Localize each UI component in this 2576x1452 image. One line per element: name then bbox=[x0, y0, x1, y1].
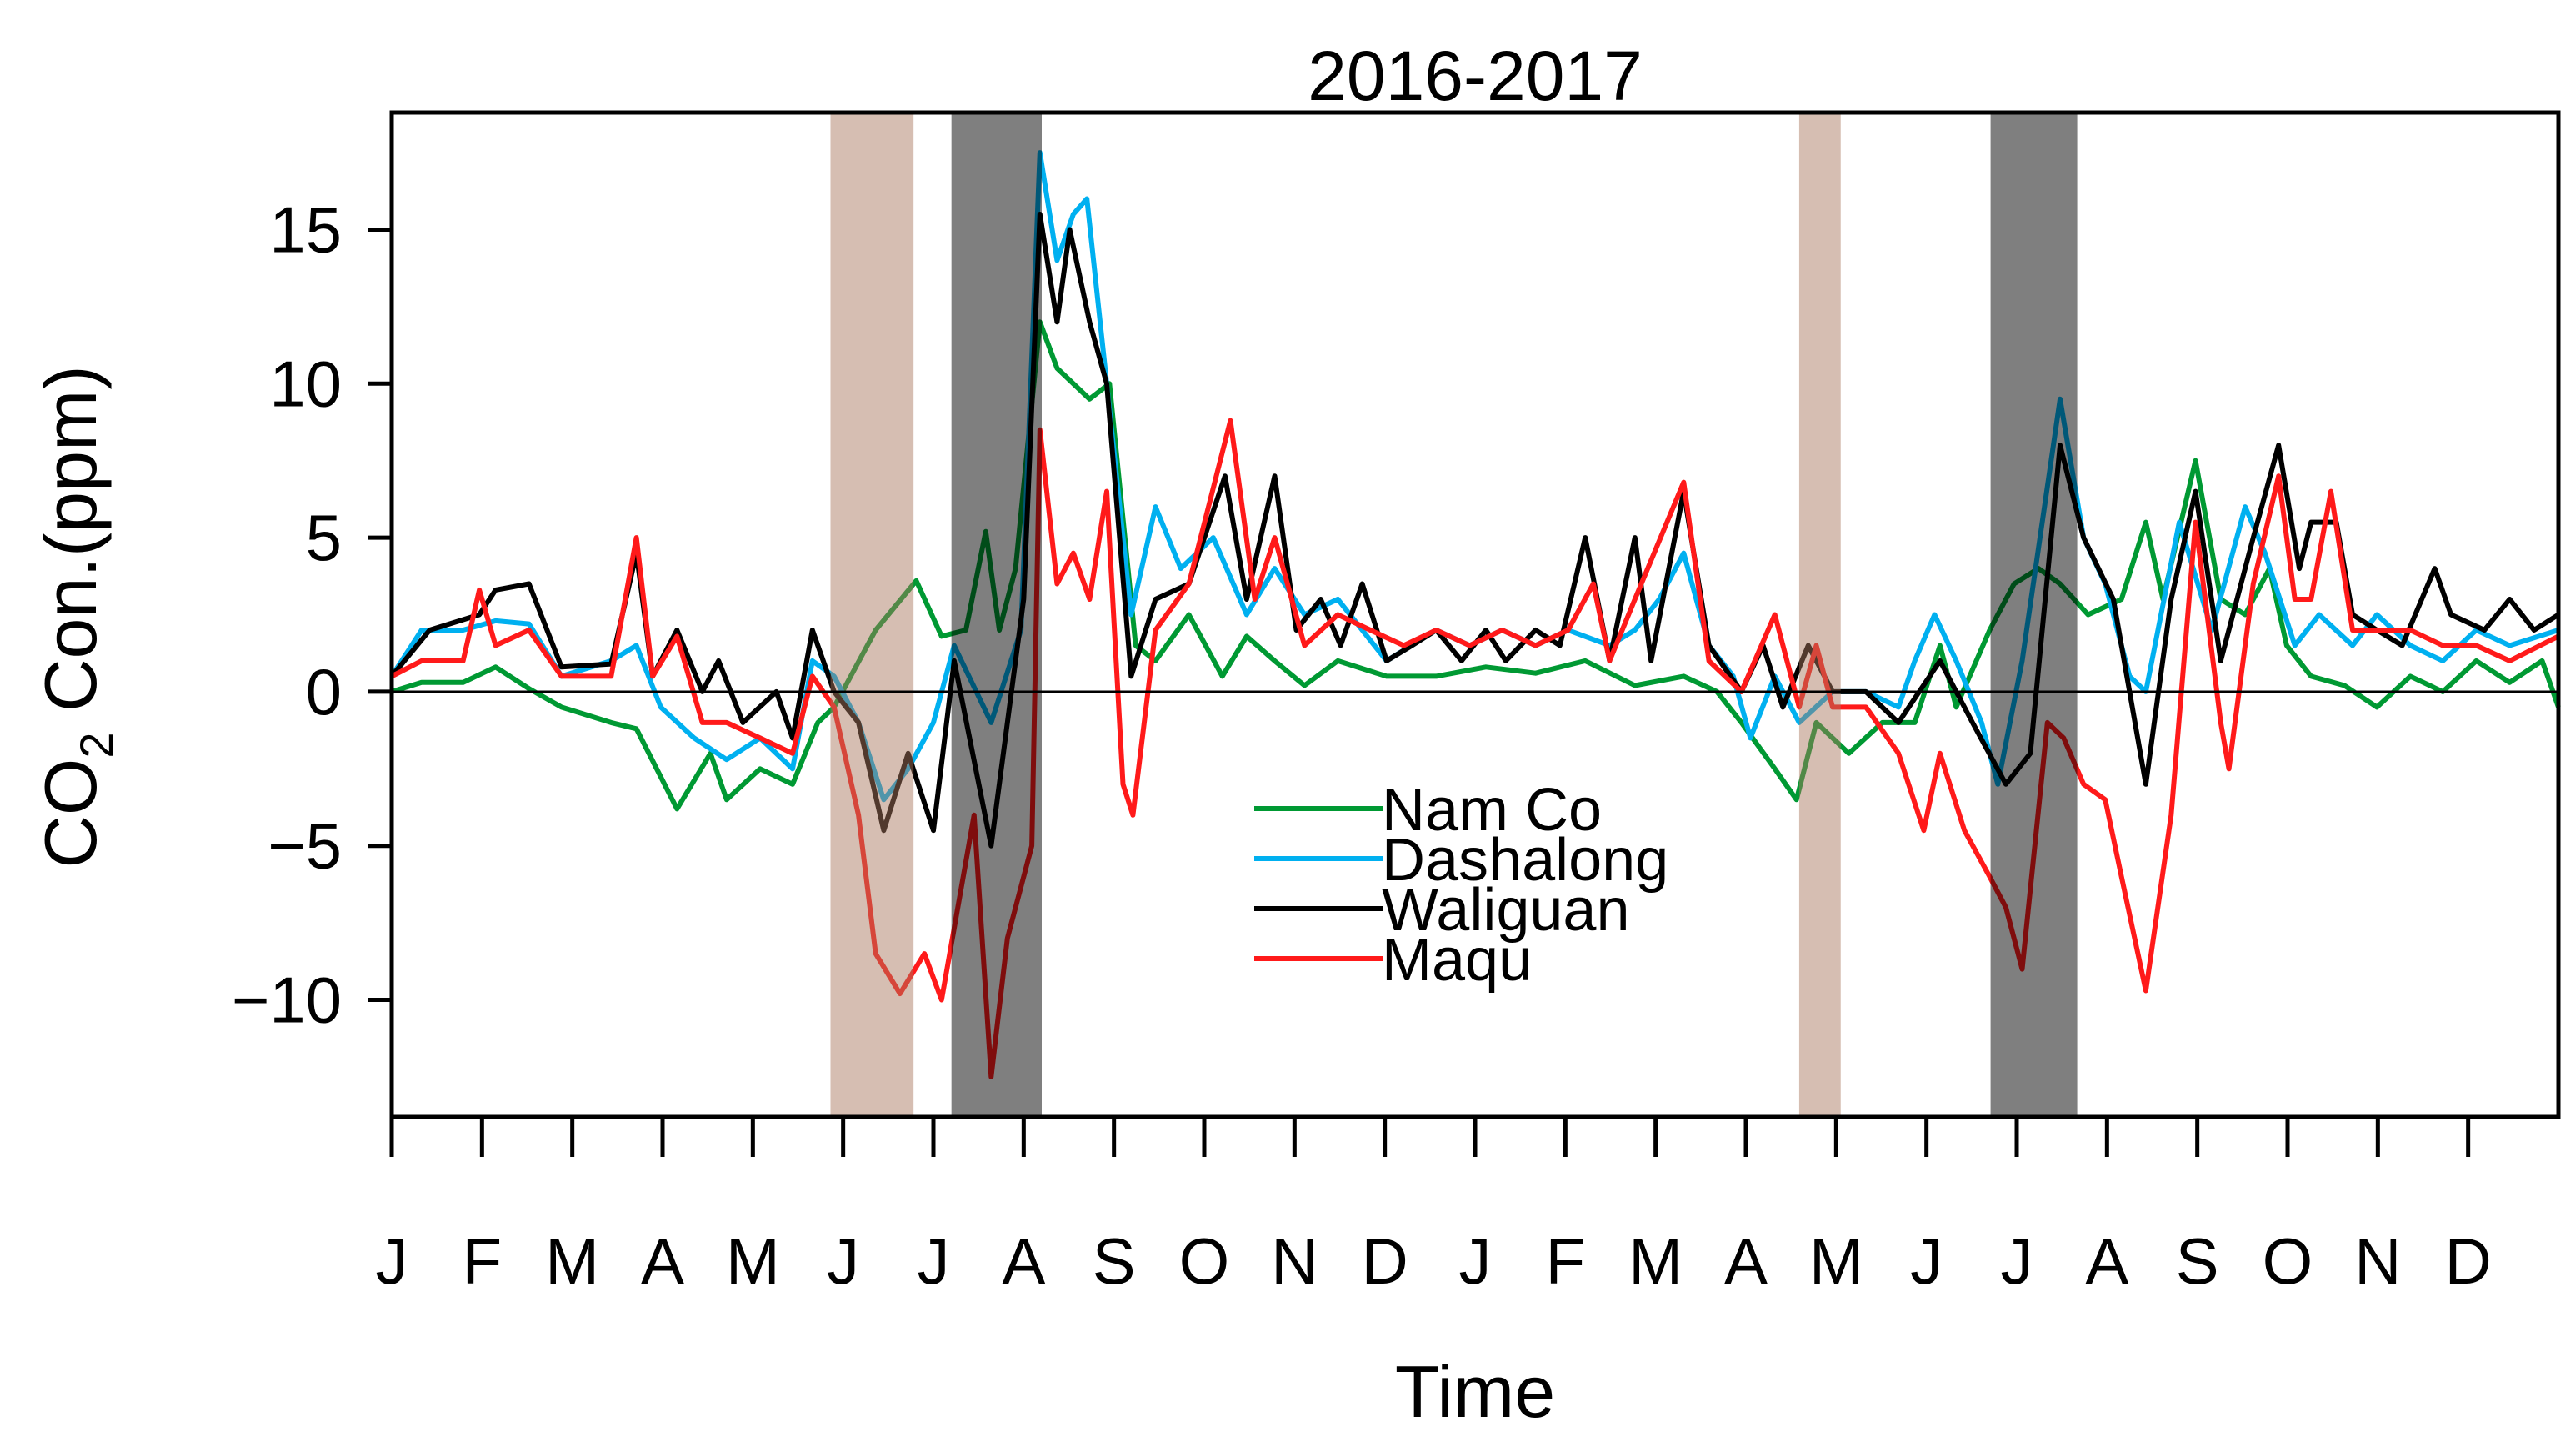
y-axis-title-main: CO bbox=[29, 759, 112, 869]
x-tick-label: S bbox=[2176, 1224, 2219, 1298]
x-tick-label: J bbox=[918, 1224, 950, 1298]
x-tick-label: M bbox=[726, 1224, 780, 1298]
legend-label: Maqu bbox=[1382, 927, 1532, 994]
x-tick-label: A bbox=[1002, 1224, 1045, 1298]
x-tick-label: A bbox=[2085, 1224, 2128, 1298]
x-tick-label: D bbox=[1361, 1224, 1408, 1298]
x-tick-label: N bbox=[1271, 1224, 1318, 1298]
shaded-periods bbox=[830, 113, 2078, 1117]
y-axis: 15 10 5 0 −5 −10 bbox=[232, 193, 392, 1037]
x-tick-label: A bbox=[641, 1224, 684, 1298]
legend-label: Waliguan bbox=[1382, 877, 1630, 944]
y-axis-title-subscript: 2 bbox=[70, 732, 123, 758]
x-tick-label: O bbox=[2263, 1224, 2313, 1298]
y-tick-label: 10 bbox=[269, 347, 342, 420]
y-tick-label: −10 bbox=[232, 964, 342, 1037]
x-tick-label: N bbox=[2354, 1224, 2401, 1298]
chart-title: 2016-2017 bbox=[1308, 37, 1643, 115]
shaded-period-dark bbox=[1990, 113, 2078, 1117]
y-tick-label: −5 bbox=[268, 809, 342, 883]
x-tick-label: M bbox=[1628, 1224, 1683, 1298]
series-line-dashalong bbox=[389, 150, 2559, 803]
x-tick-label: J bbox=[376, 1224, 408, 1298]
x-tick-label: O bbox=[1179, 1224, 1230, 1298]
x-tick-label: S bbox=[1093, 1224, 1136, 1298]
y-axis-title: CO2 Con.(ppm) bbox=[29, 365, 123, 868]
shaded-period-light bbox=[830, 113, 914, 1117]
x-axis-title: Time bbox=[1395, 1350, 1555, 1433]
x-tick-label: F bbox=[463, 1224, 503, 1298]
x-tick-label: D bbox=[2444, 1224, 2491, 1298]
y-tick-label: 5 bbox=[306, 501, 342, 574]
x-tick-label: J bbox=[2001, 1224, 2033, 1298]
shaded-period-light bbox=[1798, 113, 1841, 1117]
x-tick-label: F bbox=[1546, 1224, 1586, 1298]
x-tick-label: J bbox=[827, 1224, 859, 1298]
y-tick-label: 15 bbox=[269, 193, 342, 266]
legend-label: Dashalong bbox=[1382, 827, 1668, 894]
series-lines bbox=[389, 150, 2561, 1079]
x-tick-label: J bbox=[1459, 1224, 1492, 1298]
x-tick-label: M bbox=[545, 1224, 599, 1298]
y-tick-label: 0 bbox=[306, 655, 342, 729]
series-line-waliguan bbox=[389, 212, 2560, 849]
legend-label: Nam Co bbox=[1382, 777, 1602, 844]
shaded-period-dark bbox=[951, 113, 1042, 1117]
x-tick-label: J bbox=[1910, 1224, 1943, 1298]
series-line-maqu bbox=[390, 418, 2560, 1079]
x-tick-label: A bbox=[1724, 1224, 1768, 1298]
y-axis-title-rest: Con.(ppm) bbox=[29, 365, 112, 732]
x-tick-label: M bbox=[1809, 1224, 1863, 1298]
